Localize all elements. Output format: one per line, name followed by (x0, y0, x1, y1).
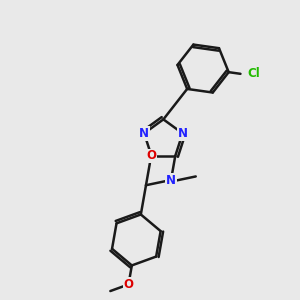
Text: O: O (146, 149, 157, 162)
Text: N: N (166, 174, 176, 187)
Text: N: N (139, 127, 149, 140)
Text: N: N (178, 127, 188, 140)
Text: O: O (124, 278, 134, 291)
Text: Cl: Cl (247, 67, 260, 80)
